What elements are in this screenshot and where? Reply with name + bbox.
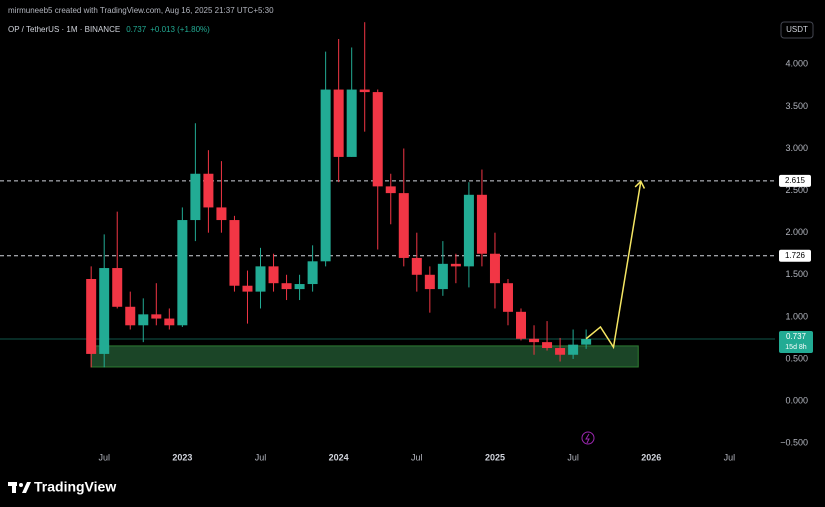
candle-body (164, 318, 175, 326)
candle-body (359, 89, 370, 93)
projection-arrowhead (634, 180, 646, 189)
symbol: OP / TetherUS · 1M · BINANCE (8, 25, 120, 34)
candle-body (125, 306, 136, 326)
x-tick-label: Jul (98, 452, 110, 462)
y-tick-label: 0.000 (785, 395, 808, 405)
candle-body (581, 339, 592, 345)
candle-body (99, 268, 110, 354)
candle-body (346, 89, 357, 157)
header-change: +0.013 (+1.80%) (150, 25, 210, 34)
last-price-box (779, 331, 813, 354)
x-tick-label: Jul (567, 452, 579, 462)
y-tick-label: 2.000 (785, 227, 808, 237)
currency-box[interactable] (780, 21, 814, 39)
candle-body (203, 173, 214, 208)
brand: TradingView (34, 479, 116, 495)
candle-body (424, 274, 435, 290)
candle-body (385, 186, 396, 194)
x-tick-label: 2023 (172, 452, 192, 462)
candle-body (112, 268, 123, 307)
candle-body (502, 283, 513, 312)
candle-body (320, 89, 331, 262)
x-tick-label: Jul (411, 452, 423, 462)
header-price: 0.737 (126, 25, 147, 34)
footer (0, 470, 825, 507)
projection-line (585, 181, 642, 350)
y-tick-label: 4.000 (785, 59, 808, 69)
candle-body (568, 344, 579, 355)
y-tick-label: 3.500 (785, 101, 808, 111)
y-tick-label: 1.500 (785, 269, 808, 279)
candle-body (294, 284, 305, 290)
level-label: 2.615 (785, 176, 806, 185)
candle-body (216, 207, 227, 221)
y-tick-label: 3.000 (785, 143, 808, 153)
candle-body (555, 348, 566, 355)
candle-body (476, 194, 487, 254)
candle-body (437, 263, 448, 290)
candle-body (255, 266, 266, 292)
candle-body (463, 194, 474, 267)
currency[interactable]: USDT (786, 25, 808, 34)
y-tick-label: −0.500 (780, 438, 808, 448)
candle-body (489, 253, 500, 284)
level-label-box (779, 249, 811, 262)
y-tick-label: 2.500 (785, 185, 808, 195)
lightning-icon[interactable] (581, 431, 595, 445)
candle-body (138, 314, 149, 326)
candle-body (229, 220, 240, 286)
candle-body (281, 283, 292, 290)
y-tick-label: 0.500 (785, 353, 808, 363)
logo-part (22, 482, 31, 493)
logo-part (19, 483, 23, 487)
candle-body (411, 257, 422, 275)
candle-body (190, 173, 201, 221)
countdown-label: 15d 8h (785, 344, 807, 351)
x-tick-label: 2025 (485, 452, 505, 462)
level-label: 1.726 (785, 251, 806, 260)
candle-body (450, 263, 461, 267)
last-price-label: 0.737 (786, 332, 807, 341)
candle-body (542, 342, 553, 349)
icon-ring (581, 431, 595, 445)
y-tick-label: 1.000 (785, 311, 808, 321)
x-tick-label: Jul (255, 452, 267, 462)
candle-body (307, 261, 318, 285)
brand-logo (8, 482, 31, 493)
logo-part (12, 482, 16, 493)
candle-body (151, 314, 162, 319)
candle-body (516, 311, 527, 339)
credit: mirmuneeb5 created with TradingView.com,… (8, 6, 274, 15)
candle-body (242, 285, 253, 292)
candle-body (177, 220, 188, 326)
x-tick-label: 2026 (641, 452, 661, 462)
icon-bolt (585, 433, 590, 444)
x-tick-label: 2024 (329, 452, 349, 462)
candle-body (398, 193, 409, 258)
candle-body (529, 338, 540, 343)
candle-body (333, 89, 344, 157)
level-label-box (779, 174, 811, 187)
candle-body (268, 266, 279, 284)
candle-body (86, 278, 97, 354)
candle-body (372, 92, 383, 187)
x-tick-label: Jul (724, 452, 736, 462)
